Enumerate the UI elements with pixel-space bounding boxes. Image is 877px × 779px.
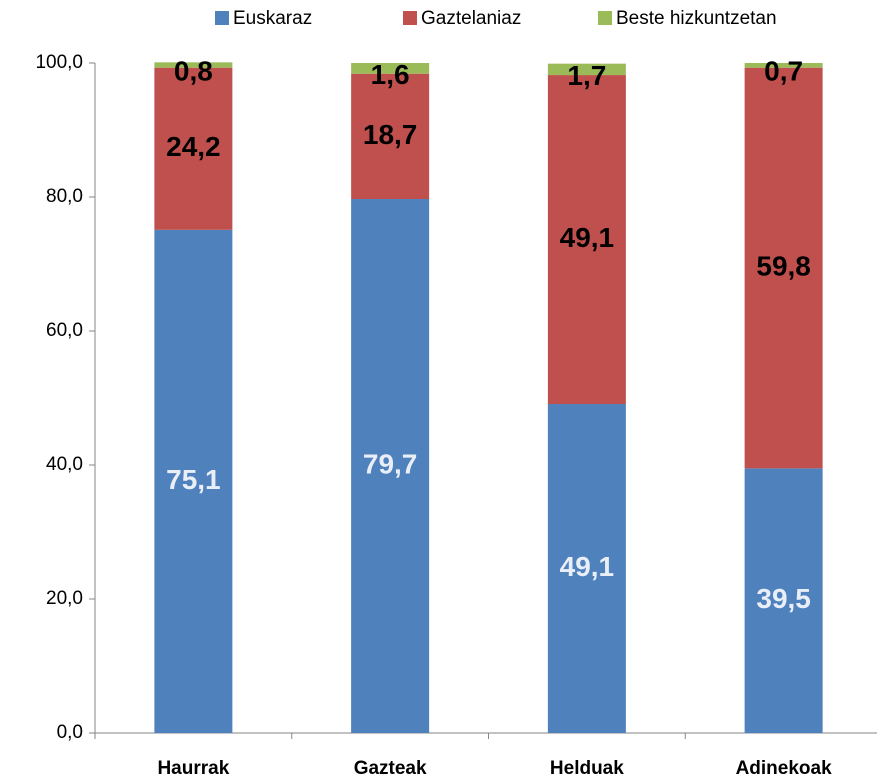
bar-segment [744, 67, 823, 469]
bar-segment [547, 75, 626, 405]
x-tick-label: Helduak [550, 758, 624, 779]
x-tick-label: Gazteak [354, 758, 427, 779]
x-tick-label: Haurrak [157, 758, 229, 779]
y-tick-label: 60,0 [46, 320, 83, 341]
data-label: 0,7 [764, 56, 803, 87]
data-label: 49,1 [560, 222, 615, 253]
data-label: 79,7 [363, 448, 418, 479]
y-tick-label: 100,0 [35, 52, 83, 73]
bar-segment [351, 199, 430, 733]
bar-segment [154, 62, 233, 68]
legend-swatch [215, 11, 229, 25]
bar-segment [351, 63, 430, 74]
data-label: 1,7 [567, 60, 606, 91]
bar-segment [744, 468, 823, 733]
legend-swatch [403, 11, 417, 25]
data-label: 0,8 [174, 55, 213, 86]
data-label: 49,1 [560, 551, 615, 582]
y-tick-label: 0,0 [57, 722, 83, 743]
y-tick-label: 80,0 [46, 186, 83, 207]
legend-swatch [598, 11, 612, 25]
data-label: 18,7 [363, 119, 418, 150]
bar-segment [744, 63, 823, 68]
data-label: 39,5 [756, 583, 811, 614]
y-tick-label: 20,0 [46, 588, 83, 609]
x-tick-label: Adinekoak [736, 758, 833, 779]
data-label: 1,6 [371, 59, 410, 90]
data-label: 59,8 [756, 250, 811, 281]
legend-label: Gaztelaniaz [421, 8, 521, 29]
bar-segment [547, 63, 626, 76]
data-label: 75,1 [166, 464, 221, 495]
bar-segment [154, 229, 233, 733]
legend-label: Euskaraz [233, 8, 312, 29]
y-tick-label: 40,0 [46, 454, 83, 475]
bar-segment [351, 73, 430, 200]
data-label: 24,2 [166, 131, 221, 162]
legend-label: Beste hizkuntzetan [616, 8, 777, 29]
bar-segment [154, 67, 233, 230]
bar-segment [547, 404, 626, 733]
